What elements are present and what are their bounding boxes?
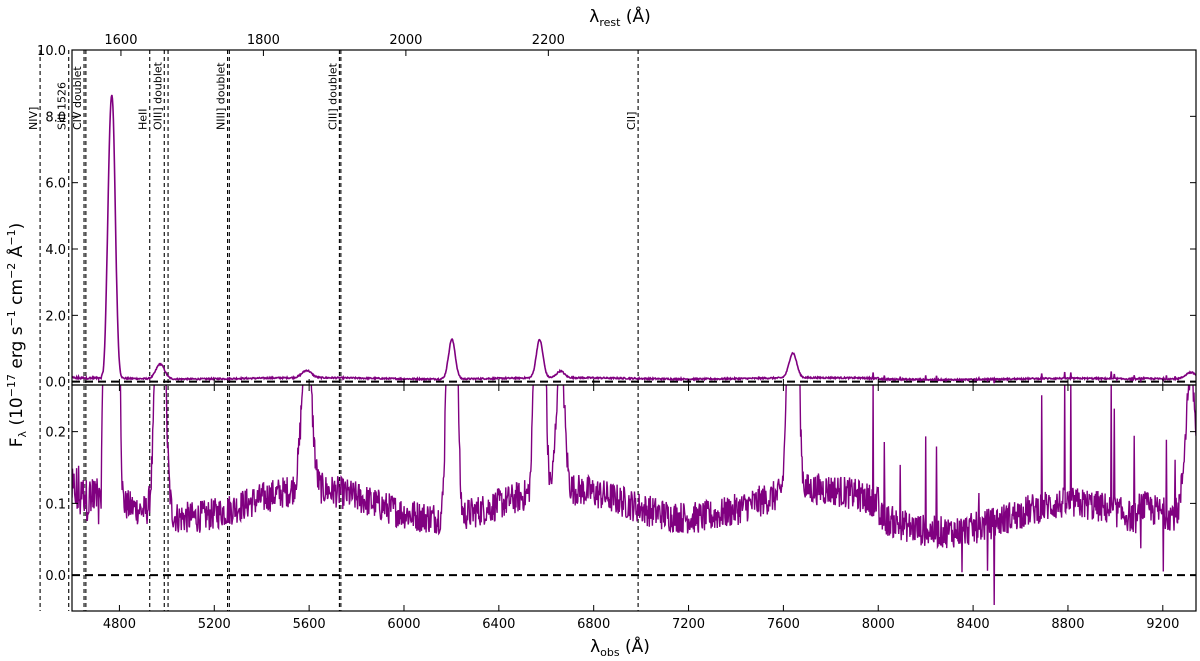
x-tick-label: 8400 bbox=[957, 617, 990, 632]
x-tick-label: 8000 bbox=[862, 617, 895, 632]
bottom-axis-title: λobs (Å) bbox=[590, 635, 650, 659]
spectrum-trace bbox=[72, 385, 1196, 606]
y-tick-label: 0.0 bbox=[45, 376, 66, 391]
panel-frame-zoom bbox=[71, 384, 1197, 612]
top-tick-label: 1600 bbox=[104, 33, 137, 48]
line-label: HeII bbox=[137, 108, 150, 130]
y-tick-label: 4.0 bbox=[45, 243, 66, 258]
y-tick-label: 10.0 bbox=[37, 44, 66, 59]
y-tick-label: 0.0 bbox=[45, 569, 66, 584]
axis-ticks: 4800 5200 5600 6000 6400 6800 7200 7600 8000 8400… bbox=[37, 33, 1196, 632]
spectral-line-markers bbox=[39, 50, 639, 611]
x-tick-label: 6000 bbox=[387, 617, 420, 632]
x-tick-label: 6400 bbox=[482, 617, 515, 632]
x-tick-label: 4800 bbox=[103, 617, 136, 632]
panel-frames bbox=[71, 49, 1197, 612]
line-label: CIII] doublet bbox=[326, 62, 339, 130]
top-tick-label: 2000 bbox=[389, 33, 422, 48]
y-axis-title: Fλ (10−17 erg s−1 cm−2 Å−1) bbox=[5, 223, 29, 447]
y-tick-label: 0.2 bbox=[45, 426, 66, 441]
x-tick-label: 7600 bbox=[767, 617, 800, 632]
line-label: SiII 1526 bbox=[56, 82, 69, 130]
spectral-line-labels: LyαNV doubletSiII 1260CIISiIV doubletNIV… bbox=[27, 61, 638, 130]
line-label: NIV] bbox=[27, 107, 40, 130]
top-axis-title: λrest (Å) bbox=[589, 5, 650, 29]
panel-frame-full bbox=[71, 49, 1197, 386]
x-tick-label: 5600 bbox=[293, 617, 326, 632]
x-tick-label: 5200 bbox=[198, 617, 231, 632]
zero-reference-lines bbox=[72, 380, 1196, 577]
spectrum-traces bbox=[72, 94, 1196, 606]
line-label: CIV doublet bbox=[71, 66, 84, 130]
x-tick-label: 9200 bbox=[1146, 617, 1179, 632]
x-tick-label: 8800 bbox=[1051, 617, 1084, 632]
top-tick-label: 1800 bbox=[247, 33, 280, 48]
x-tick-label: 6800 bbox=[577, 617, 610, 632]
line-label: CII] bbox=[625, 112, 638, 130]
y-tick-label: 0.1 bbox=[45, 497, 66, 512]
spectrum-trace bbox=[72, 94, 1196, 384]
top-tick-label: 2200 bbox=[532, 33, 565, 48]
y-tick-label: 8.0 bbox=[45, 110, 66, 125]
y-tick-label: 2.0 bbox=[45, 309, 66, 324]
x-tick-label: 7200 bbox=[672, 617, 705, 632]
line-label: NIII] doublet bbox=[215, 62, 228, 130]
y-tick-label: 6.0 bbox=[45, 177, 66, 192]
line-label: OIII] doublet bbox=[151, 61, 164, 130]
